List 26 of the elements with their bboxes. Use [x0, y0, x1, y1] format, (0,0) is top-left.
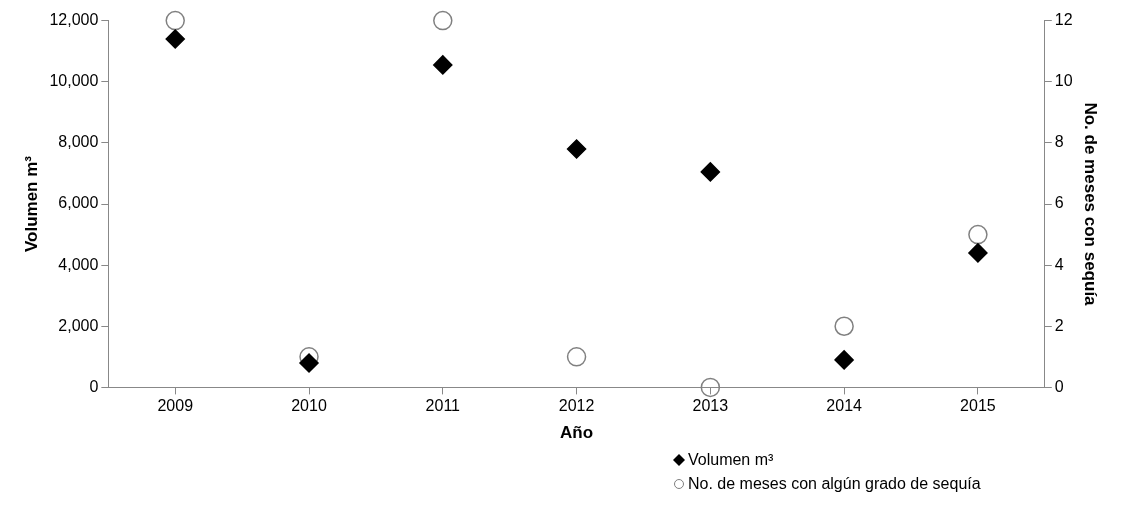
- y-tick-label: 0: [89, 377, 99, 395]
- x-tick-label: 2009: [157, 397, 194, 415]
- y2-tick-label: 0: [1054, 377, 1064, 395]
- y-tick-label: 10,000: [49, 72, 99, 90]
- x-tick-label: 2010: [291, 397, 327, 415]
- x-tick-label: 2014: [826, 397, 863, 415]
- legend-label: Volumen m³: [688, 450, 774, 470]
- y2-axis-title: No. de meses con sequía: [1081, 102, 1101, 307]
- y2-tick-label: 12: [1054, 11, 1073, 29]
- y-tick-label: 12,000: [49, 11, 99, 29]
- y-tick-label: 8,000: [58, 133, 99, 151]
- x-tick-label: 2011: [425, 397, 461, 415]
- x-axis-title: Año: [560, 423, 594, 443]
- y-tick-label: 6,000: [58, 194, 99, 212]
- y2-tick-label: 4: [1054, 255, 1064, 273]
- y2-tick-label: 8: [1054, 133, 1064, 151]
- legend-label: No. de meses con algún grado de sequía: [688, 474, 981, 494]
- y2-tick-label: 10: [1054, 72, 1073, 90]
- y-tick-label: 2,000: [58, 316, 99, 334]
- x-tick-label: 2012: [558, 397, 595, 415]
- y2-tick-label: 6: [1054, 194, 1064, 212]
- x-tick-label: 2013: [692, 397, 729, 415]
- x-tick-label: 2015: [960, 397, 996, 415]
- y-axis-title: Volumen m³: [21, 155, 41, 253]
- y-tick-label: 4,000: [58, 255, 99, 273]
- y2-tick-label: 2: [1054, 316, 1064, 334]
